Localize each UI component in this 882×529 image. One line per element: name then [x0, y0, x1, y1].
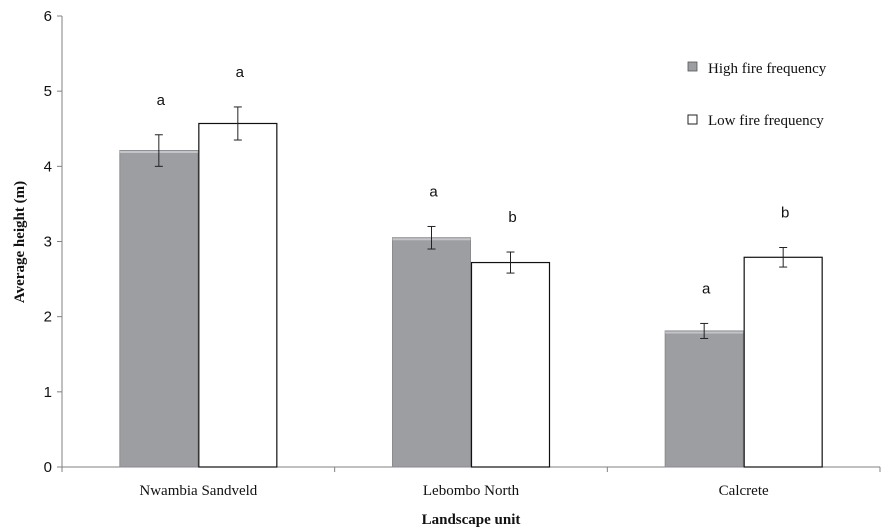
x-ticks [61, 467, 881, 472]
significance-labels: a a a b a b [157, 64, 790, 297]
error-bars [154, 106, 788, 339]
significance-label: a [236, 64, 245, 81]
y-tick-label: 2 [44, 309, 52, 326]
y-ticks: 0 1 2 3 4 5 6 [44, 8, 62, 476]
significance-label: a [702, 280, 711, 297]
legend-label-low-fire: Low fire frequency [708, 113, 824, 129]
significance-label: a [157, 92, 166, 109]
y-axis-title: Average height (m) [12, 181, 28, 303]
bar-high-fire [119, 150, 199, 468]
bar-low-fire [198, 122, 278, 468]
bar-low-fire [743, 256, 823, 468]
legend-swatch-high-fire [687, 61, 698, 72]
bar-low-fire [470, 261, 551, 468]
significance-label: b [781, 205, 789, 222]
category-label: Nwambia Sandveld [139, 483, 257, 499]
significance-label: b [508, 209, 516, 226]
bar-high-fire [392, 237, 471, 468]
legend-label-high-fire: High fire frequency [708, 61, 827, 77]
category-label: Lebombo North [423, 483, 520, 499]
category-labels: Nwambia Sandveld Lebombo North Calcrete [139, 483, 769, 499]
y-tick-label: 0 [44, 459, 52, 476]
y-tick-label: 6 [44, 8, 52, 25]
bar-high-fire [664, 330, 744, 468]
x-axis-title: Landscape unit [422, 512, 521, 528]
significance-label: a [429, 183, 438, 200]
bars [119, 122, 823, 468]
y-tick-label: 4 [44, 158, 52, 175]
category-label: Calcrete [719, 483, 769, 499]
y-tick-label: 3 [44, 234, 52, 251]
legend: High fire frequency Low fire frequency [687, 61, 827, 129]
y-tick-label: 1 [44, 384, 52, 401]
legend-swatch-low-fire [687, 114, 698, 125]
y-tick-label: 5 [44, 83, 52, 100]
